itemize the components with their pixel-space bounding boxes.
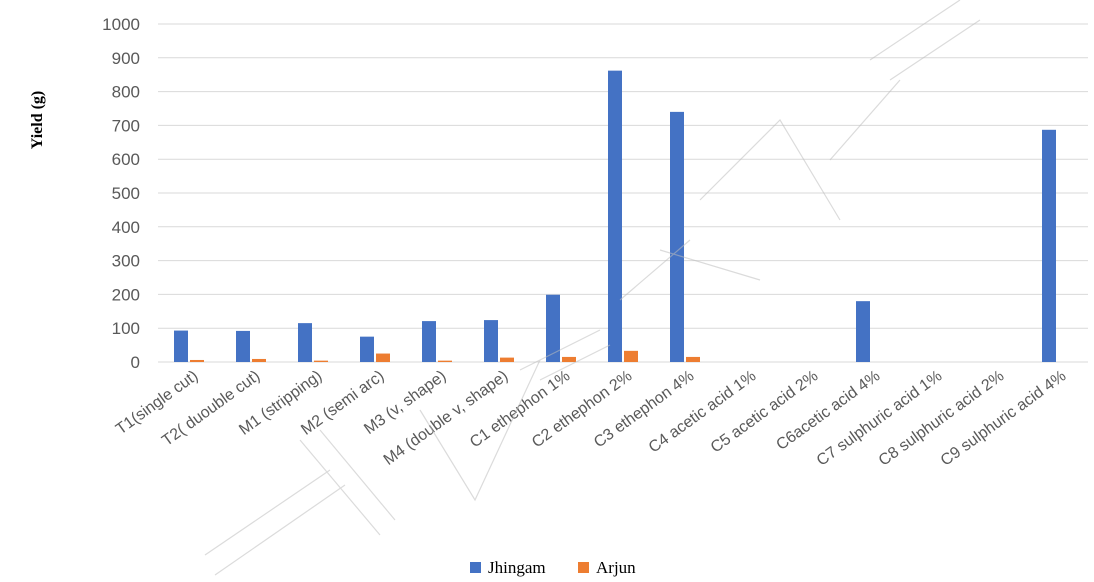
bar-arjun-2 [314,360,328,362]
legend-label-arjun: Arjun [596,558,636,577]
bars [174,70,1056,363]
x-category-label: C5 acetic acid 2% [708,367,822,456]
bar-jhingam-14 [1042,129,1056,362]
bar-jhingam-0 [174,330,188,362]
x-category-label: C6acetic acid 4% [773,367,883,453]
bar-arjun-6 [562,356,576,362]
legend: Jhingam Arjun [470,558,636,577]
y-tick-label: 500 [112,184,140,203]
y-tick-label: 400 [112,218,140,237]
legend-swatch-arjun [578,562,589,573]
y-tick-label: 0 [131,353,140,372]
x-category-label: C4 acetic acid 1% [646,367,760,456]
bar-jhingam-1 [236,330,250,362]
bar-jhingam-7 [608,70,622,363]
bar-arjun-4 [438,360,452,362]
y-tick-label: 100 [112,319,140,338]
bar-jhingam-11 [856,301,870,362]
bar-arjun-3 [376,353,390,362]
y-axis-ticks: 0 100 200 300 400 500 600 700 800 900 1000 [102,15,140,372]
bar-jhingam-6 [546,294,560,362]
bar-arjun-8 [686,356,700,362]
y-tick-label: 1000 [102,15,140,34]
legend-label-jhingam: Jhingam [488,558,546,577]
y-tick-label: 700 [112,116,140,135]
bar-arjun-5 [500,357,514,362]
bar-arjun-7 [624,350,638,362]
x-axis-labels: T1(single cut)T2( duouble cut)M1 (stripp… [113,367,1069,469]
y-tick-label: 600 [112,150,140,169]
bar-jhingam-4 [422,321,436,362]
y-tick-label: 300 [112,252,140,271]
legend-swatch-jhingam [470,562,481,573]
y-tick-label: 200 [112,285,140,304]
y-tick-label: 900 [112,49,140,68]
bar-jhingam-8 [670,111,684,362]
gridlines [158,23,1088,363]
y-axis-label: Yield (g) [29,91,46,150]
bar-jhingam-2 [298,323,312,362]
bar-arjun-0 [190,359,204,362]
y-tick-label: 800 [112,83,140,102]
watermark-stamp [204,0,981,576]
bar-jhingam-3 [360,336,374,362]
bar-jhingam-5 [484,320,498,362]
bar-arjun-1 [252,358,266,362]
